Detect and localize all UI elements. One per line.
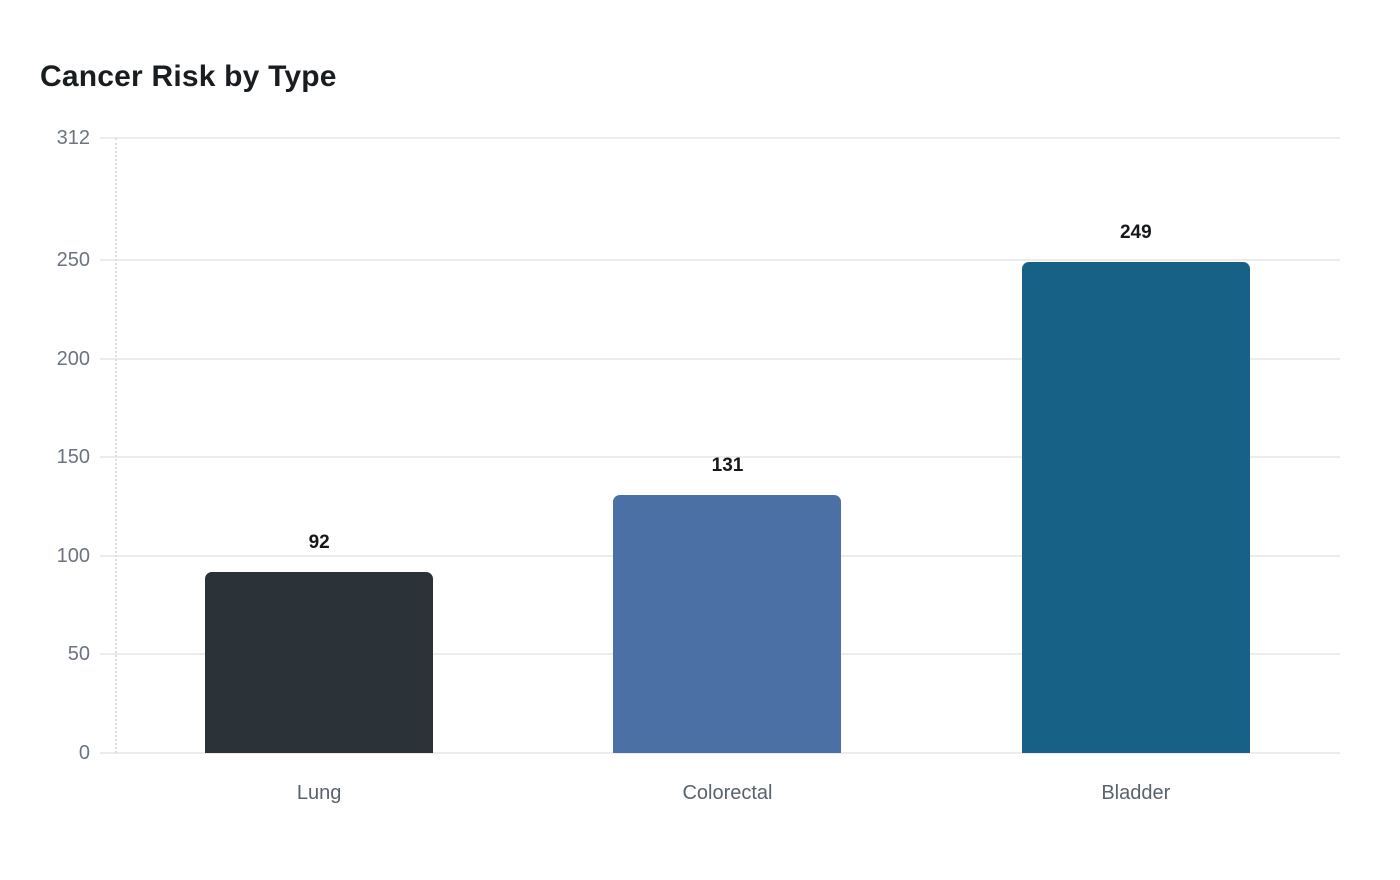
gridline: [100, 752, 1340, 754]
category-band: 131 Colorectal: [523, 138, 931, 803]
category-band: 249 Bladder: [932, 138, 1340, 803]
y-axis-tick-label: 100: [56, 544, 90, 567]
bar-value-label: 249: [1119, 222, 1152, 244]
y-axis-tick-label: 150: [56, 446, 90, 469]
y-axis-tick-label: 0: [78, 742, 90, 764]
gridline: [100, 259, 1340, 262]
bar-bladder: [1021, 262, 1250, 753]
y-axis-tick-label: 200: [56, 347, 90, 370]
x-axis-category-label: Colorectal: [682, 782, 773, 804]
gridline: [100, 456, 1340, 459]
gridline: [100, 357, 1340, 360]
y-axis-tick-label: 312: [56, 127, 90, 149]
y-axis-tick-label: 50: [67, 643, 90, 666]
gridline: [100, 137, 1340, 139]
x-axis-category-label: Lung: [296, 782, 342, 804]
x-axis-category-label: Bladder: [1101, 782, 1171, 804]
bar-value-label: 131: [711, 454, 744, 476]
plot-area: 0 50 100 150 200 250 312 92 Lung 131 Colorectal 249…: [57, 128, 1340, 803]
y-axis-line: [115, 138, 117, 753]
bar-value-label: 92: [308, 531, 330, 553]
y-axis-tick-label: 250: [56, 249, 90, 272]
bar-lung: [205, 571, 434, 753]
category-band: 92 Lung: [115, 138, 523, 803]
chart-title: Cancer Risk by Type: [40, 60, 337, 93]
bar-colorectal: [613, 494, 842, 753]
